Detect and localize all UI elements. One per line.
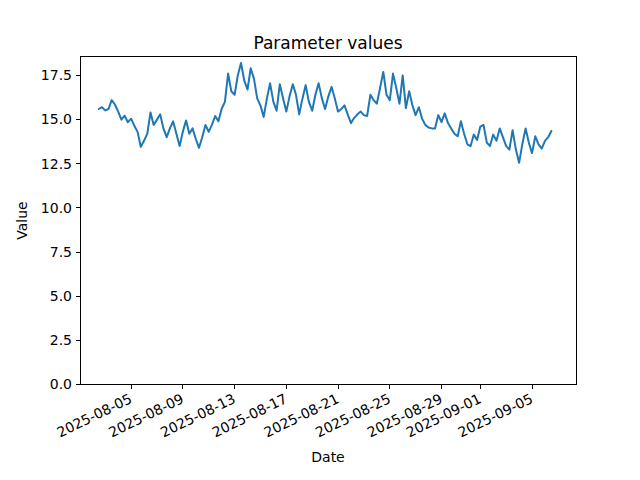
y-axis-label: Value	[14, 201, 30, 239]
x-axis-label: Date	[311, 449, 344, 465]
y-tick-label: 12.5	[41, 156, 72, 172]
chart-canvas: 2025-08-052025-08-092025-08-132025-08-17…	[0, 0, 640, 480]
y-tick-label: 17.5	[41, 67, 72, 83]
y-tick-label: 2.5	[50, 332, 72, 348]
y-tick-label: 15.0	[41, 111, 72, 127]
matplotlib-figure: 2025-08-052025-08-092025-08-132025-08-17…	[0, 0, 640, 480]
y-tick-label: 0.0	[50, 376, 72, 392]
y-tick-label: 10.0	[41, 200, 72, 216]
chart-title: Parameter values	[253, 33, 402, 53]
y-tick-label: 5.0	[50, 288, 72, 304]
y-tick-label: 7.5	[50, 244, 72, 260]
